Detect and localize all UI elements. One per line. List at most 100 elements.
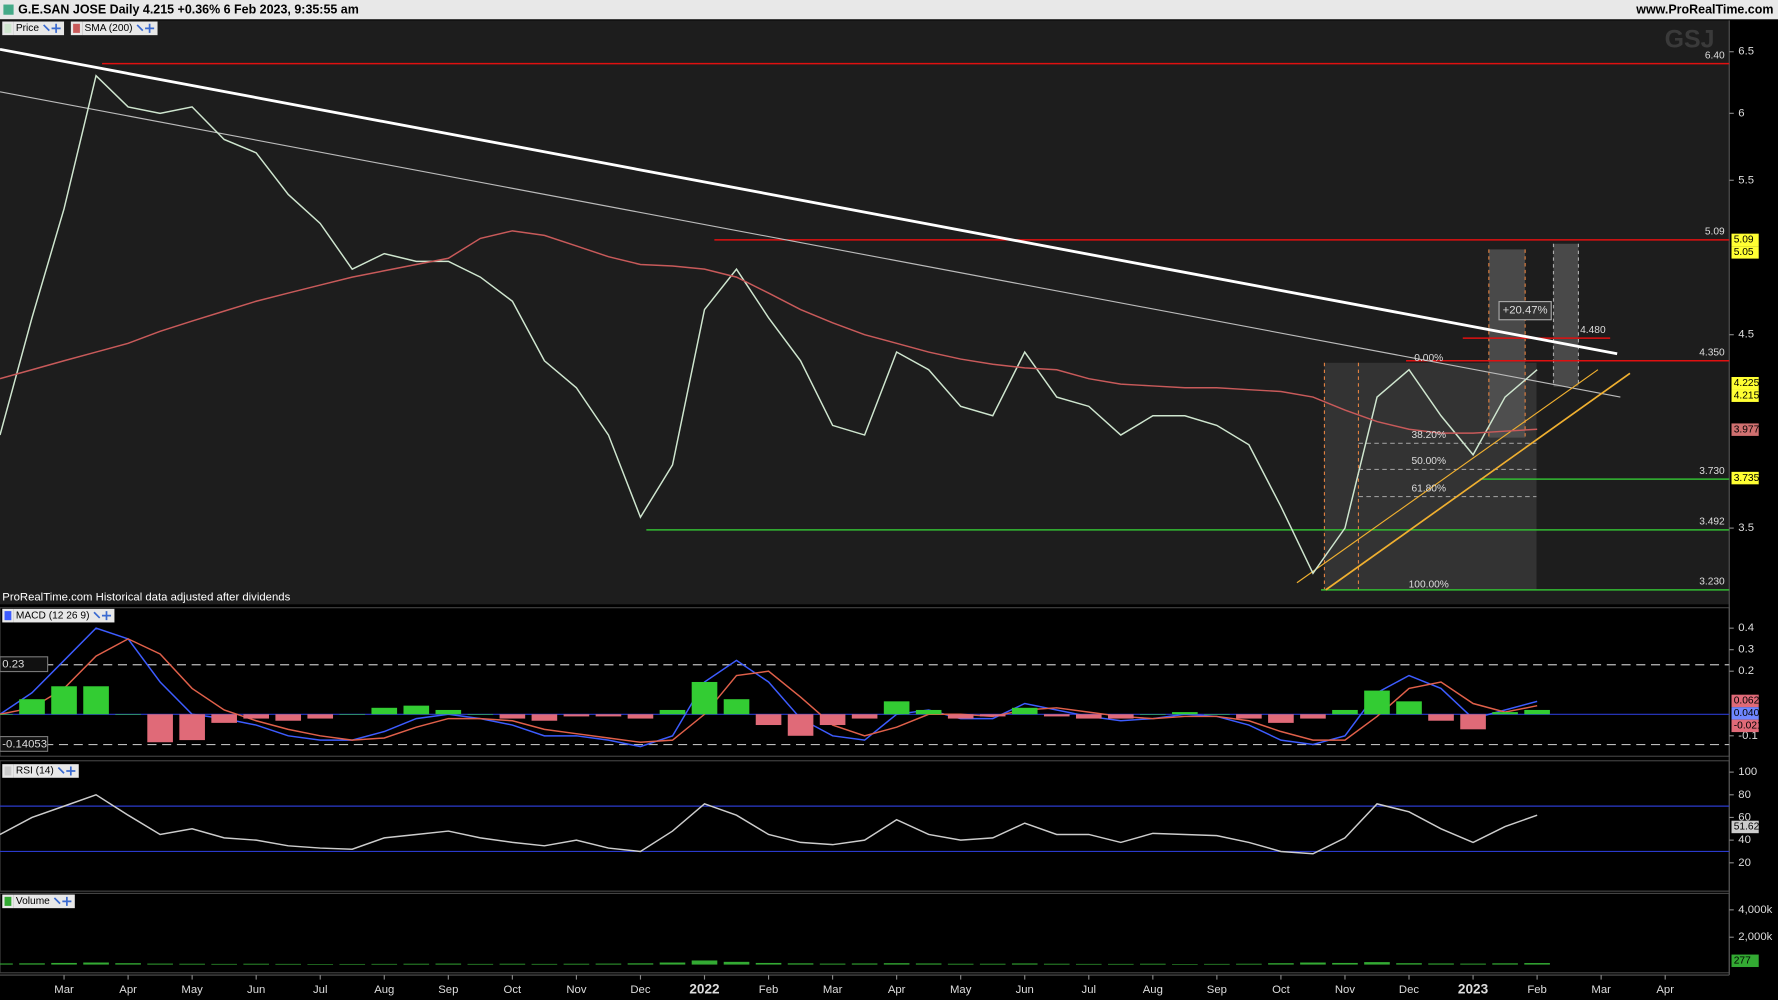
bar (627, 714, 654, 719)
bar (51, 686, 77, 715)
price-marker-label: 277 (1734, 955, 1751, 966)
trendline (0, 47, 1618, 356)
series-line (0, 627, 1538, 748)
bar (403, 963, 430, 965)
bar (1396, 701, 1422, 715)
bar (595, 963, 622, 965)
bar (1043, 963, 1070, 965)
bar (0, 714, 13, 715)
y-tick-label: 4.5 (1738, 329, 1754, 341)
bar (499, 714, 526, 719)
bar (211, 963, 237, 965)
fib-label: 38.20% (1411, 430, 1446, 441)
x-tick-label: Dec (630, 984, 650, 996)
bar (1075, 714, 1102, 719)
price-marker-label: 0.0620 (1734, 696, 1765, 707)
bar (851, 714, 878, 719)
price-marker-label: 3.735 (1734, 473, 1760, 484)
bar (1236, 714, 1262, 719)
bar (435, 963, 462, 965)
price-marker (1731, 423, 1759, 436)
bar (1107, 714, 1134, 719)
x-tick-label: Nov (1335, 984, 1355, 996)
y-tick-label: 100 (1738, 766, 1757, 778)
bar (1172, 712, 1198, 715)
y-tick-label: -0.1 (1738, 730, 1758, 742)
price-marker (1731, 471, 1759, 485)
bar (275, 963, 302, 965)
y-tick-label: 20 (1738, 857, 1751, 869)
legend-swatch (4, 23, 12, 33)
legend-bg (13, 608, 115, 623)
rsi-panel (0, 760, 1730, 892)
x-tick-label: Oct (504, 984, 522, 996)
price-marker (1731, 707, 1759, 720)
bar (915, 963, 942, 965)
x-tick-label: Jul (1082, 984, 1096, 996)
x-tick-label: Apr (888, 984, 906, 996)
bar (1332, 709, 1358, 715)
legend-bg (82, 21, 158, 36)
bar (115, 963, 141, 965)
x-tick-label: Nov (566, 984, 586, 996)
footnote: ProRealTime.com Historical data adjusted… (2, 592, 290, 604)
bar (1428, 714, 1454, 721)
bar (1268, 963, 1294, 965)
price-marker (1731, 820, 1759, 834)
bar (83, 962, 109, 965)
bar (1268, 714, 1294, 723)
bar (819, 963, 846, 965)
volume-panel (0, 892, 1730, 974)
x-tick-label: Aug (1143, 984, 1163, 996)
legend-icon (53, 896, 72, 906)
bar (307, 714, 334, 719)
x-tick-label: Mar (823, 984, 843, 996)
price-marker-label: 4.215 (1734, 390, 1760, 401)
y-tick-label: 6.5 (1738, 46, 1754, 58)
trendline (1325, 372, 1631, 591)
y-tick-label: 4,000k (1738, 904, 1772, 916)
x-tick-label: 2023 (1458, 981, 1489, 996)
legend-label: Volume (16, 896, 50, 907)
price-marker (1731, 376, 1759, 390)
bar (1524, 709, 1550, 715)
bar (83, 686, 109, 715)
x-tick-label: Jun (1016, 984, 1034, 996)
legend-bg (13, 894, 75, 909)
legend-icon (43, 23, 61, 33)
bar (755, 714, 782, 726)
bar (1107, 963, 1134, 965)
price-marker-label: 51.628 (1734, 822, 1765, 833)
y-tick-label: 6 (1738, 107, 1744, 119)
bar (307, 964, 334, 965)
bar (19, 699, 45, 715)
bar (563, 714, 590, 717)
bar (403, 705, 430, 715)
price-marker-label: -0.0215 (1734, 721, 1769, 732)
level-label: 3.230 (1699, 577, 1725, 588)
price-marker (1731, 233, 1759, 247)
bar (179, 714, 205, 741)
bar (563, 963, 590, 965)
bar (627, 963, 654, 965)
bar (1492, 712, 1518, 715)
bar (1460, 963, 1486, 965)
bar (1011, 707, 1038, 715)
bar (51, 962, 77, 965)
level-label: 3.730 (1699, 466, 1725, 477)
x-tick-label: May (181, 984, 203, 996)
bar (0, 963, 13, 965)
legend-swatch (4, 896, 12, 906)
price-marker (1731, 246, 1759, 259)
bar (179, 963, 205, 965)
price-marker (1731, 389, 1759, 402)
fib-label: 61.80% (1411, 483, 1446, 494)
x-tick-label: Aug (374, 984, 394, 996)
bar (1364, 962, 1390, 965)
x-tick-label: May (950, 984, 972, 996)
bar (691, 960, 718, 965)
y-tick-label: 5.5 (1738, 174, 1754, 186)
x-tick-label: Sep (438, 984, 458, 996)
